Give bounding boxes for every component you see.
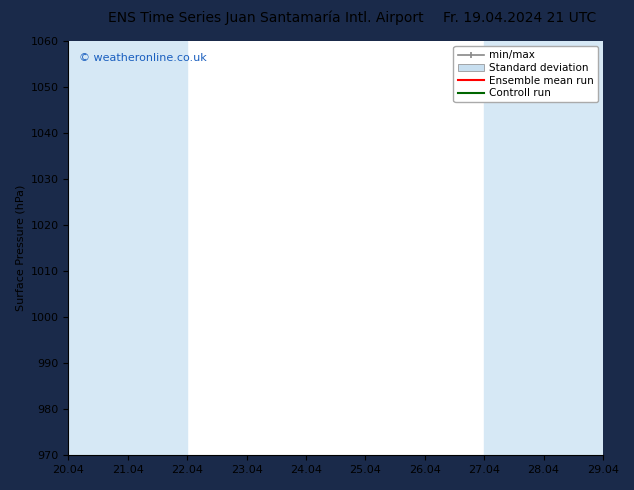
Bar <box>68 41 187 455</box>
Text: ENS Time Series Juan Santamaría Intl. Airport: ENS Time Series Juan Santamaría Intl. Ai… <box>108 11 424 25</box>
Bar <box>484 41 603 455</box>
Legend: min/max, Standard deviation, Ensemble mean run, Controll run: min/max, Standard deviation, Ensemble me… <box>453 46 598 102</box>
Text: Fr. 19.04.2024 21 UTC: Fr. 19.04.2024 21 UTC <box>443 11 597 25</box>
Text: © weatheronline.co.uk: © weatheronline.co.uk <box>79 53 207 64</box>
Y-axis label: Surface Pressure (hPa): Surface Pressure (hPa) <box>15 185 25 311</box>
